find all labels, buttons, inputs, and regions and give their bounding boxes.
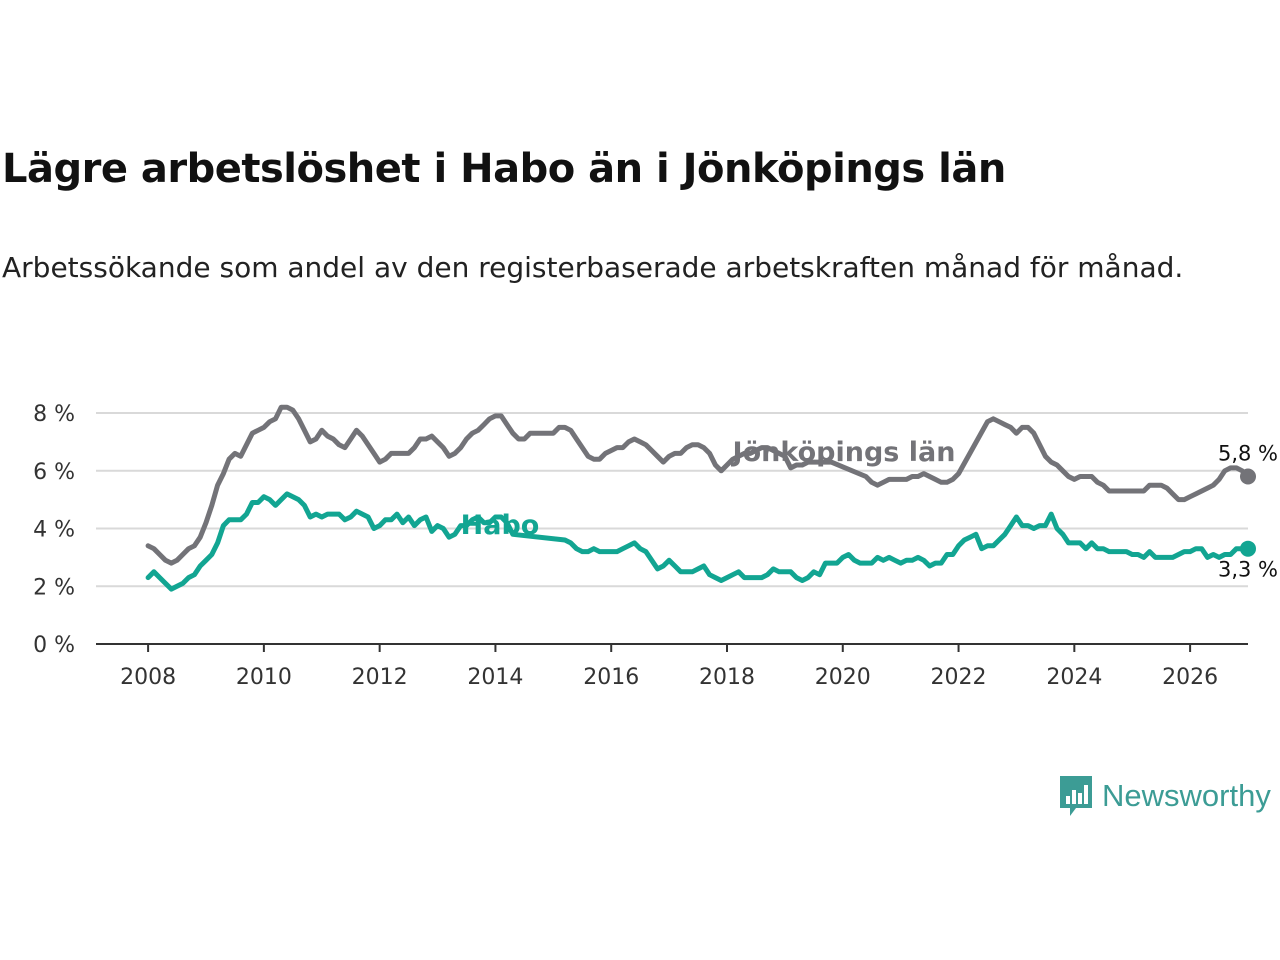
brand-name: Newsworthy [1102,778,1271,813]
y-tick-label: 0 % [33,633,75,658]
series-end-dot-habo [1240,540,1256,557]
end-value-jonkopings-lan: 5,8 % [1218,442,1278,466]
newsworthy-logo-icon [1060,776,1092,816]
line-chart: 0 % 2 % 4 % 6 % 8 % 2008 2010 2012 2014 2016 2018… [33,402,1278,690]
x-tick-label: 2026 [1162,665,1218,690]
series-line-habo [145,491,1251,592]
x-tick-label: 2014 [467,665,523,690]
series-lines [145,404,1256,592]
series-labels: Jönköpings län Habo 5,8 % 3,3 % [461,437,1278,582]
chart-subtitle: Arbetssökande som andel av den registerb… [2,251,1184,284]
y-tick-label: 2 % [33,575,75,600]
x-tick-label: 2024 [1046,665,1102,690]
chart-title: Lägre arbetslöshet i Habo än i Jönköping… [2,146,1006,192]
series-label-habo: Habo [461,510,540,541]
x-tick-label: 2010 [236,665,292,690]
y-tick-label: 8 % [33,402,75,427]
series-label-jonkopings-lan: Jönköpings län [731,437,956,468]
series-end-dot-jonkopings-lan [1240,468,1256,485]
newsworthy-logo: Newsworthy [1058,774,1271,818]
y-tick-label: 4 % [33,518,75,543]
x-tick-label: 2018 [699,665,755,690]
x-tick-label: 2012 [352,665,408,690]
x-axis: 2008 2010 2012 2014 2016 2018 2020 2022 2024 2026 [96,643,1248,690]
x-tick-label: 2020 [815,665,871,690]
y-axis-ticks: 0 % 2 % 4 % 6 % 8 % [33,402,75,658]
x-tick-label: 2008 [120,665,176,690]
x-tick-label: 2016 [583,665,639,690]
x-tick-label: 2022 [931,665,987,690]
end-value-habo: 3,3 % [1218,558,1278,582]
y-tick-label: 6 % [33,460,75,485]
series-line-jonkopings-lan [145,404,1251,566]
